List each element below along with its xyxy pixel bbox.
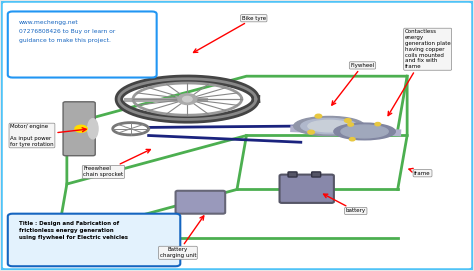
Text: 07276808426 to Buy or learn or: 07276808426 to Buy or learn or [18,29,115,34]
FancyBboxPatch shape [288,172,297,177]
Text: Battery
charging unit: Battery charging unit [160,216,204,258]
Circle shape [348,123,354,126]
Text: frame: frame [409,168,431,176]
Circle shape [178,94,197,105]
FancyBboxPatch shape [8,214,180,266]
FancyBboxPatch shape [280,175,334,203]
Circle shape [75,125,87,132]
Circle shape [345,119,351,122]
Text: Flywheel: Flywheel [332,63,374,105]
Ellipse shape [301,118,357,134]
Text: Title : Design and Fabrication of
frictionless energy generation
using flywheel : Title : Design and Fabrication of fricti… [18,221,128,240]
Text: guidance to make this project.: guidance to make this project. [18,38,110,43]
FancyBboxPatch shape [312,172,320,177]
Ellipse shape [88,119,98,139]
Circle shape [315,114,322,118]
Ellipse shape [294,117,365,136]
Ellipse shape [334,123,395,140]
Text: Contactless
energy
generation plate
having copper
coils mounted
and fix with
fra: Contactless energy generation plate havi… [388,29,450,116]
Ellipse shape [308,120,350,132]
Text: battery: battery [324,194,366,214]
FancyBboxPatch shape [8,11,156,78]
Text: Motor/ engine

As input power
for tyre rotation: Motor/ engine As input power for tyre ro… [10,124,86,147]
Ellipse shape [341,125,388,138]
FancyBboxPatch shape [175,191,225,214]
Text: Bike tyre: Bike tyre [193,16,266,53]
Text: Freewheel
chain sprocket: Freewheel chain sprocket [83,149,150,177]
Circle shape [349,138,355,141]
FancyBboxPatch shape [63,102,95,156]
Circle shape [182,96,192,102]
Circle shape [308,130,314,134]
Text: www.mechengg.net: www.mechengg.net [18,20,78,25]
Circle shape [375,122,381,126]
